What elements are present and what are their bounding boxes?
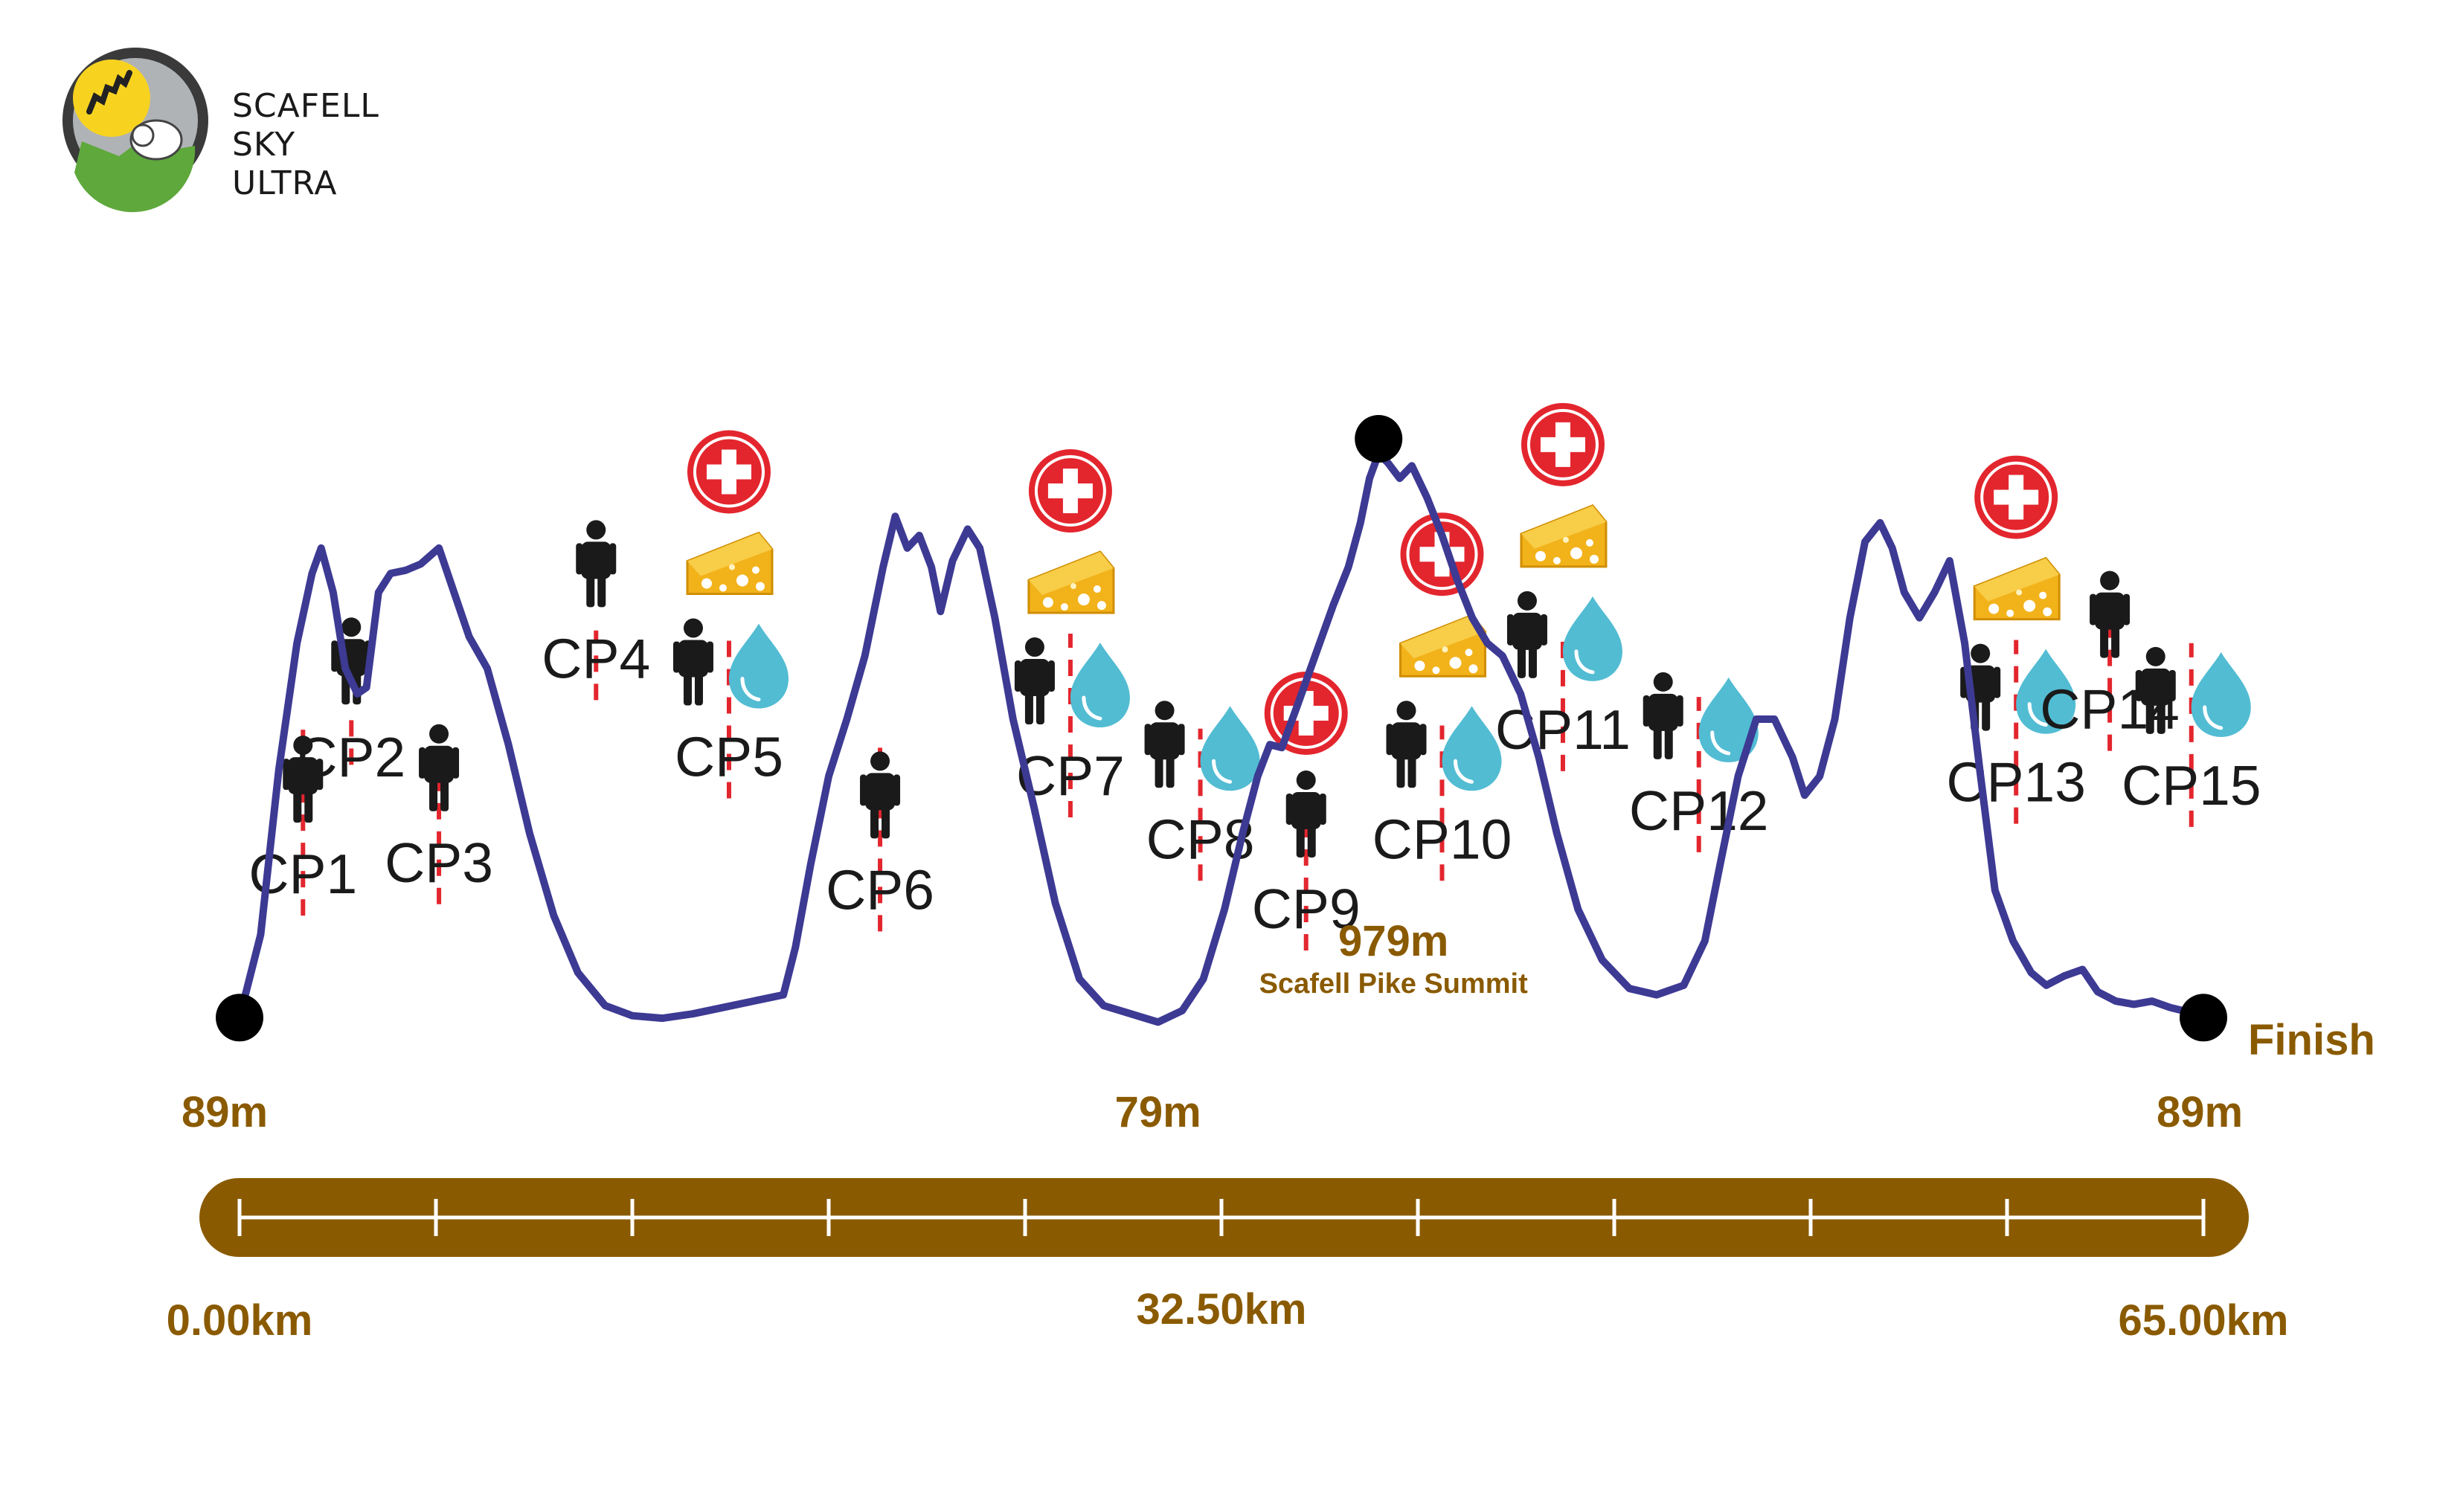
checkpoint-cp4: CP4 (542, 520, 650, 701)
checkpoint-cp9: CP9 (1252, 669, 1361, 950)
marshal-icon (2090, 570, 2131, 658)
distance-labels: 0.00km 32.50km 65.00km (167, 1285, 2289, 1345)
medical-cross-icon (685, 428, 772, 515)
medical-cross-icon (1973, 454, 2060, 541)
elevation-profile-line (236, 450, 2207, 1026)
checkpoint-label: CP11 (1495, 698, 1631, 761)
finish-point (2180, 994, 2227, 1042)
marshal-icon (672, 618, 713, 706)
cheese-food-icon (686, 531, 774, 595)
checkpoint-cp6: CP6 (826, 747, 934, 932)
distance-tick-label: 32.50km (1137, 1285, 1307, 1334)
medical-cross-icon (1519, 401, 1606, 488)
checkpoint-cp11: CP11 (1495, 401, 1631, 771)
marshal-icon (576, 520, 617, 608)
water-drop-icon (1442, 706, 1501, 791)
checkpoint-cp5: CP5 (672, 428, 789, 799)
cheese-food-icon (1027, 550, 1115, 614)
checkpoint-label: CP6 (826, 858, 934, 921)
summit-name-label: Scafell Pike Summit (1259, 968, 1528, 1000)
marshal-icon (1014, 637, 1055, 725)
checkpoint-label: CP9 (1252, 878, 1361, 940)
brand-line-2: SKY (232, 126, 295, 164)
checkpoint-label: CP10 (1372, 808, 1512, 870)
medical-cross-icon (1399, 511, 1486, 598)
elevation-label: 89m (2157, 1088, 2243, 1136)
start-point (216, 994, 263, 1042)
marshal-icon (419, 724, 460, 811)
water-drop-icon (1563, 596, 1622, 681)
checkpoint-label: CP4 (542, 627, 650, 689)
checkpoint-cp13: CP13 (1946, 454, 2086, 824)
brand-line-1: SCAFELL (232, 87, 379, 125)
water-drop-icon (729, 623, 789, 708)
scale-bar-ticks (237, 1199, 2206, 1236)
checkpoint-label: CP15 (2122, 754, 2261, 817)
checkpoint-label: CP12 (1629, 779, 1769, 842)
brand-logo: SCAFELL SKY ULTRA (62, 48, 379, 213)
water-drop-icon (2192, 652, 2251, 737)
water-drop-icon (1070, 643, 1130, 727)
checkpoint-cp12: CP12 (1629, 672, 1769, 852)
checkpoint-cp15: CP15 (2122, 643, 2261, 827)
cheese-food-icon (1520, 504, 1608, 568)
marshal-icon (1386, 701, 1427, 788)
endpoint-markers (216, 415, 2227, 1042)
checkpoint-label: CP2 (297, 726, 405, 788)
runners-and-ram-badge-icon (62, 48, 208, 213)
marshal-icon (1144, 701, 1185, 788)
brand-line-3: ULTRA (232, 164, 337, 202)
cheese-food-icon (1973, 557, 2061, 621)
checkpoint-label: CP5 (675, 725, 783, 788)
checkpoint-label: CP3 (385, 831, 493, 894)
checkpoint-cp7: CP7 (1014, 448, 1130, 818)
elevation-label: 89m (182, 1088, 268, 1136)
checkpoint-cp2: CP2 (297, 617, 405, 788)
checkpoint-label: CP13 (1946, 751, 2086, 814)
summit-elevation-label: 979m (1338, 917, 1448, 965)
marshal-icon (1643, 672, 1683, 759)
medical-cross-icon (1027, 448, 1114, 535)
marshal-icon (1285, 770, 1326, 858)
elevation-label: 79m (1115, 1088, 1201, 1136)
finish-label: Finish (2248, 1016, 2375, 1064)
checkpoint-cp10: CP10 (1372, 511, 1512, 881)
distance-scale-bar (199, 1178, 2249, 1257)
water-drop-icon (1201, 706, 1260, 791)
checkpoint-cp8: CP8 (1144, 701, 1260, 881)
distance-tick-label: 0.00km (167, 1296, 313, 1345)
summit-point (1355, 415, 1403, 463)
marshal-icon (860, 751, 901, 839)
checkpoint-cp3: CP3 (385, 724, 493, 904)
distance-tick-label: 65.00km (2119, 1296, 2289, 1345)
marshal-icon (1506, 591, 1547, 678)
